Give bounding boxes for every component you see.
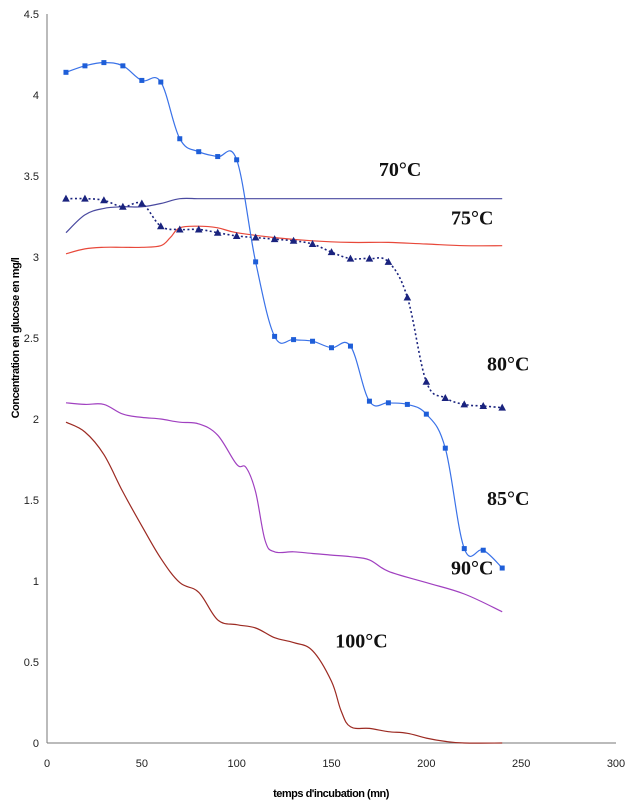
x-tick-label: 300 [607, 758, 625, 770]
y-tick-label: 1 [33, 576, 39, 588]
y-tick-label: 3 [33, 252, 39, 264]
x-tick-label: 150 [322, 758, 340, 770]
data-point-85c [480, 547, 486, 553]
series-labels: 70°C 75°C 80°C 85°C 90°C 100°C [335, 159, 529, 652]
data-point-80c [327, 248, 336, 256]
series-label: 90°C [451, 558, 493, 580]
data-point-85c [82, 63, 88, 69]
x-tick-label: 250 [512, 758, 530, 770]
data-point-85c [177, 136, 183, 142]
data-point-85c [291, 337, 297, 343]
series-line-100c [65, 421, 503, 744]
data-point-85c [366, 398, 372, 404]
y-tick-label: 2 [33, 414, 39, 426]
series-label: 70°C [379, 159, 421, 181]
series-label: 80°C [487, 353, 529, 375]
data-point-85c [329, 345, 334, 351]
y-tick-label: 2.5 [24, 333, 39, 345]
y-tick-label: 4.5 [24, 9, 39, 21]
data-point-80c [232, 231, 241, 239]
y-tick-label: 4 [33, 90, 39, 102]
data-point-80c [308, 240, 317, 248]
data-point-80c [289, 236, 298, 244]
data-point-80c [81, 194, 89, 202]
data-point-80c [479, 402, 488, 410]
x-tick-label: 100 [227, 758, 245, 770]
data-point-80c [346, 254, 355, 262]
data-point-80c [441, 393, 450, 401]
series-line-85c [65, 61, 503, 569]
y-axis-title: Concentration en glucose en mg/l [10, 257, 22, 418]
y-tick-label: 0.5 [24, 657, 39, 669]
data-point-85c [310, 338, 316, 344]
data-point-80c [194, 225, 203, 233]
series-line-90c [65, 402, 503, 613]
data-point-80c [270, 235, 279, 243]
series-label: 100°C [335, 630, 387, 652]
data-point-80c [119, 202, 127, 210]
data-point-85c [139, 77, 145, 83]
series-line-70c [65, 197, 503, 234]
y-tick-label: 0 [33, 738, 39, 750]
y-tick-label: 3.5 [24, 171, 39, 183]
series-label: 85°C [487, 488, 529, 510]
data-point-80c [384, 257, 393, 265]
data-point-85c [347, 343, 353, 349]
x-tick-label: 0 [44, 758, 50, 770]
y-tick-labels: 0 0.5 1 1.5 2 2.5 3 3.5 4 4.5 [24, 9, 39, 750]
data-point-85c [120, 63, 126, 69]
data-point-85c [442, 445, 448, 451]
x-tick-label: 200 [417, 758, 435, 770]
series-line-75c [65, 225, 503, 255]
data-point-85c [423, 411, 429, 417]
data-point-80c [422, 377, 431, 385]
series-line-80c [65, 197, 503, 409]
data-point-85c [272, 333, 278, 339]
data-point-80c [251, 233, 260, 241]
data-point-85c [196, 149, 202, 155]
data-point-85c [253, 259, 259, 265]
x-axis-title: temps d'incubation (mn) [273, 788, 390, 800]
data-point-80c [213, 228, 222, 236]
data-point-85c [461, 546, 467, 552]
y-tick-label: 1.5 [24, 495, 39, 507]
x-tick-label: 50 [136, 758, 148, 770]
data-point-85c [158, 79, 164, 85]
data-point-80c [403, 293, 412, 301]
data-point-85c [499, 565, 505, 571]
data-point-85c [215, 154, 221, 160]
axes [46, 14, 616, 744]
data-point-85c [404, 401, 410, 407]
x-tick-labels: 0 50 100 150 200 250 300 [44, 758, 625, 770]
data-point-80c [365, 254, 374, 262]
data-point-80c [175, 225, 184, 233]
data-point-80c [138, 199, 146, 207]
series-label: 75°C [451, 208, 493, 230]
data-point-80c [62, 194, 70, 202]
series-lines [65, 61, 503, 744]
data-point-80c [100, 196, 108, 204]
data-point-85c [385, 400, 391, 406]
data-point-85c [101, 60, 107, 66]
data-point-80c [460, 400, 469, 408]
data-point-85c [63, 69, 69, 75]
series-markers [62, 60, 506, 571]
data-point-80c [157, 222, 165, 230]
data-point-85c [234, 157, 240, 163]
data-point-80c [498, 403, 506, 411]
